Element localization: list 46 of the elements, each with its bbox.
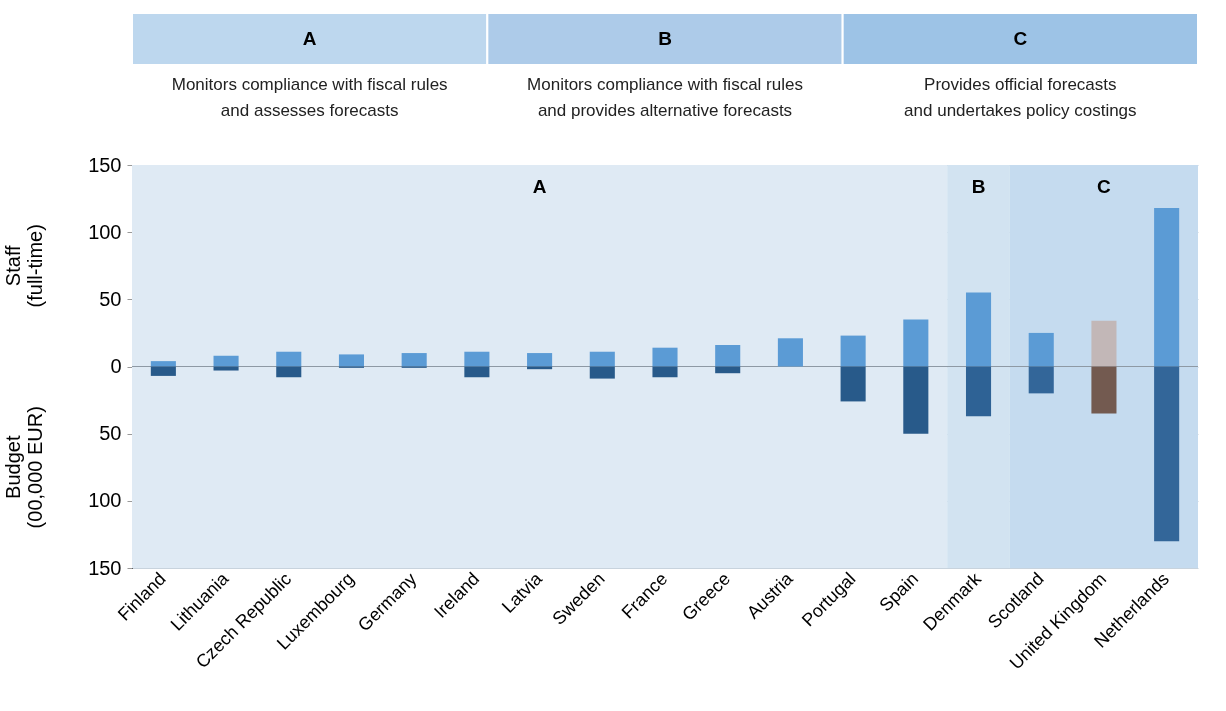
text: Monitors compliance with fiscal rules and provides alternative forecasts [527, 75, 803, 120]
bar [1028, 332, 1054, 367]
bar [589, 351, 615, 367]
band-label: C [1097, 176, 1112, 197]
text: C [1013, 28, 1028, 49]
bar [150, 361, 176, 367]
y-tick-label: 50 [99, 287, 122, 310]
bar [1028, 366, 1054, 394]
bar [1154, 366, 1180, 542]
bar [840, 335, 866, 367]
bar [276, 366, 302, 378]
bar [715, 345, 741, 367]
bar [903, 319, 929, 367]
bar [1091, 320, 1117, 367]
text: Provides official forecasts and undertakes policy costings [904, 75, 1137, 120]
y-axis-title: Staff (full-time) [2, 224, 46, 308]
bar [464, 351, 490, 367]
bar [903, 366, 929, 434]
bar [652, 347, 678, 367]
bar [401, 353, 427, 367]
bar [1154, 207, 1180, 367]
text: A [302, 28, 317, 49]
y-tick-label: 50 [99, 422, 122, 445]
band-label: B [971, 176, 986, 197]
text: B [658, 28, 672, 49]
bar [1091, 366, 1117, 414]
bar [276, 351, 302, 367]
bar [213, 366, 239, 371]
bar [965, 292, 992, 367]
bar [213, 355, 239, 367]
y-tick-label: 100 [88, 220, 122, 243]
y-tick-label: 150 [88, 153, 122, 176]
y-tick-label: 100 [88, 489, 122, 512]
y-tick-label: 0 [110, 355, 122, 377]
text: Monitors compliance with fiscal rules and assesses forecasts [171, 75, 448, 120]
bar [840, 366, 866, 402]
band-label: A [532, 176, 547, 197]
bar [464, 366, 490, 378]
bar [589, 366, 615, 379]
bar [338, 354, 365, 367]
bar [652, 366, 678, 378]
bar [527, 353, 553, 367]
bar [777, 338, 803, 367]
bar [150, 366, 176, 376]
text: Budget (00,000 EUR) [2, 406, 46, 529]
bar [965, 366, 992, 417]
